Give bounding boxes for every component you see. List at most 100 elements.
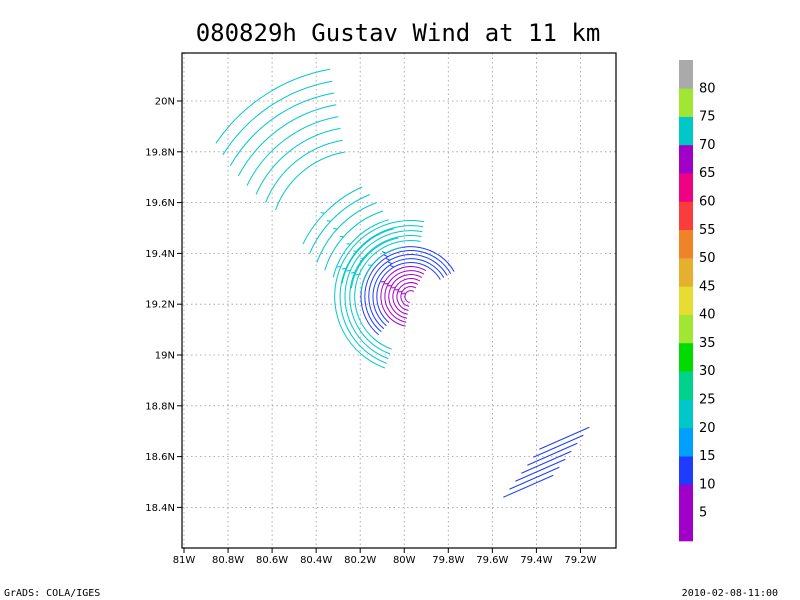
wind-barb	[320, 212, 325, 214]
wind-streak	[360, 246, 455, 336]
wind-streak	[255, 127, 341, 195]
wind-streak	[380, 266, 427, 327]
wind-streak	[396, 282, 419, 311]
wind-streak	[344, 230, 423, 360]
wind-streak	[350, 237, 399, 289]
colorbar-label: 55	[699, 223, 716, 238]
colorbar-label: 45	[699, 279, 716, 294]
y-axis-ticks: 18.4N 18.6N 18.8N 19N 19.2N 19.4N 19.6N 19.8N 20…	[145, 97, 182, 514]
colorbar: 5 10 15 20 25 30 35 40 45 50 55 60 65 70 75 80	[679, 60, 716, 542]
y-tick-label: 19.2N	[145, 300, 175, 311]
wind-streak	[521, 450, 572, 474]
x-tick-label: 80.6W	[256, 555, 288, 566]
wind-streak	[275, 151, 345, 211]
colorbar-swatch	[679, 484, 693, 514]
wind-streak	[368, 254, 448, 330]
y-tick-label: 18.8N	[145, 401, 175, 412]
wind-streak	[246, 116, 339, 186]
colorbar-swatch	[679, 60, 693, 89]
wind-barb	[384, 254, 389, 258]
wind-barb	[389, 264, 395, 268]
wind-barb	[346, 269, 351, 272]
wind-streak	[309, 194, 370, 254]
wind-streak	[404, 290, 415, 303]
colorbar-swatch	[679, 173, 693, 202]
x-tick-label: 80.4W	[300, 555, 332, 566]
wind-barb	[339, 235, 344, 238]
wind-streak	[354, 240, 421, 350]
wind-streak	[349, 235, 422, 355]
wind-streak	[376, 262, 441, 323]
x-tick-label: 80W	[393, 555, 416, 566]
colorbar-swatch	[679, 456, 693, 485]
footer-left: GrADS: COLA/IGES	[4, 588, 100, 599]
colorbar-swatch	[679, 427, 693, 457]
footer-right: 2010-02-08-11:00	[682, 588, 778, 599]
colorbar-label: 20	[699, 421, 716, 436]
colorbar-label: 30	[699, 364, 716, 379]
wind-streak	[515, 458, 566, 482]
x-tick-label: 79.6W	[476, 555, 508, 566]
y-tick-label: 18.6N	[145, 452, 175, 463]
colorbar-label: 35	[699, 336, 716, 351]
wind-streak	[533, 434, 584, 458]
wind-streak	[222, 80, 333, 156]
wind-streak	[364, 250, 452, 333]
y-tick-label: 19.4N	[145, 249, 175, 260]
x-tick-label: 80.2W	[344, 555, 376, 566]
y-tick-label: 19.6N	[145, 198, 175, 209]
wind-vectors	[215, 68, 590, 498]
wind-streak	[237, 104, 337, 177]
colorbar-label: 80	[699, 81, 716, 96]
colorbar-label: 5	[699, 506, 707, 521]
colorbar-swatch	[679, 371, 693, 400]
wind-streak	[324, 210, 384, 271]
wind-streak	[384, 270, 425, 323]
x-tick-label: 81W	[173, 555, 196, 566]
wind-streak	[392, 278, 421, 315]
wind-streak	[539, 426, 590, 450]
colorbar-label: 70	[699, 138, 716, 153]
x-tick-label: 79.4W	[520, 555, 552, 566]
wind-streak	[302, 186, 363, 245]
colorbar-label: 15	[699, 449, 716, 464]
wind-streak	[527, 442, 578, 466]
colorbar-swatch	[679, 286, 693, 315]
colorbar-swatch	[679, 342, 693, 372]
colorbar-label: 65	[699, 166, 716, 181]
wind-streak	[341, 228, 395, 284]
x-tick-label: 80.8W	[212, 555, 244, 566]
x-tick-label: 79.8W	[432, 555, 464, 566]
plot-frame	[181, 52, 617, 549]
wind-streak	[509, 466, 560, 490]
wind-barb	[350, 271, 356, 274]
colorbar-label: 10	[699, 477, 716, 492]
wind-streak	[334, 220, 425, 369]
wind-streak	[388, 274, 423, 319]
wind-streak	[265, 139, 343, 203]
wind-streak	[229, 92, 335, 166]
colorbar-swatch	[679, 116, 693, 146]
wind-streak	[332, 219, 389, 278]
y-tick-label: 19.8N	[145, 147, 175, 158]
wind-streak	[215, 68, 331, 144]
wind-streak	[316, 202, 377, 263]
wind-barb	[355, 273, 360, 276]
colorbar-label: 50	[699, 251, 716, 266]
colorbar-label: 60	[699, 194, 716, 209]
wind-streak	[360, 246, 403, 293]
colorbar-label: 25	[699, 393, 716, 408]
wind-barb	[341, 267, 346, 270]
wind-streak	[339, 225, 424, 364]
y-tick-label: 19N	[155, 351, 175, 362]
x-tick-label: 79.2W	[564, 555, 596, 566]
x-axis-ticks: 81W 80.8W 80.6W 80.4W 80.2W 80W 79.8W 79.6W 79.4…	[173, 548, 597, 566]
wind-barb	[337, 265, 342, 268]
colorbar-swatch	[679, 144, 693, 174]
colorbar-swatch	[679, 201, 693, 231]
map-title: 080829h Gustav Wind at 11 km	[196, 19, 601, 47]
colorbar-swatch	[679, 314, 693, 344]
wind-barb	[385, 258, 391, 261]
